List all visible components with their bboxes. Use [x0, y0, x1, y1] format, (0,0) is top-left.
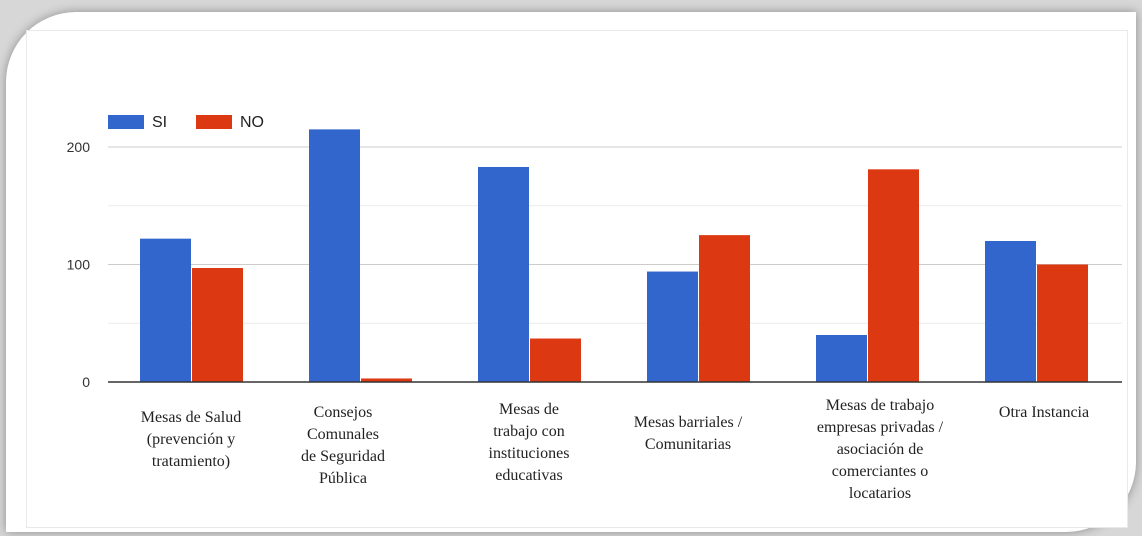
gridlines — [108, 146, 1122, 324]
legend-label-no: NO — [240, 114, 264, 131]
bar-si — [478, 166, 529, 382]
y-tick-label: 200 — [67, 139, 91, 155]
y-tick-label: 0 — [82, 374, 90, 390]
bar-no — [192, 268, 243, 382]
bar-si — [816, 335, 867, 382]
y-tick-label: 100 — [67, 257, 91, 273]
bar-no — [1037, 264, 1088, 382]
bar-si — [140, 238, 191, 382]
x-category-label: Mesas de Salud (prevención y tratamiento) — [141, 409, 241, 470]
legend-swatch-no — [196, 115, 232, 129]
x-category-label: Mesas de trabajo empresas privadas / asoci… — [817, 397, 944, 502]
bar-no — [361, 378, 412, 382]
y-axis-ticks: 0 100 200 — [67, 139, 91, 390]
bar-si — [985, 241, 1036, 382]
x-category-label: Mesas de trabajo con instituciones educativ… — [489, 401, 570, 484]
legend-swatch-si — [108, 115, 144, 129]
bar-no — [530, 338, 581, 382]
legend: SI NO — [108, 114, 264, 131]
x-category-label: Otra Instancia — [999, 404, 1089, 421]
x-axis-labels: Mesas de Salud (prevención y tratamiento) C… — [141, 397, 1089, 502]
bar-si — [309, 129, 360, 382]
x-category-label: Mesas barriales / Comunitarias — [634, 414, 743, 453]
x-category-label: Consejos Comunales de Seguridad Pública — [301, 404, 385, 487]
bar-no — [699, 235, 750, 382]
legend-label-si: SI — [152, 114, 167, 131]
bar-no — [868, 169, 919, 382]
bar-si — [647, 271, 698, 382]
bars — [140, 129, 1088, 382]
